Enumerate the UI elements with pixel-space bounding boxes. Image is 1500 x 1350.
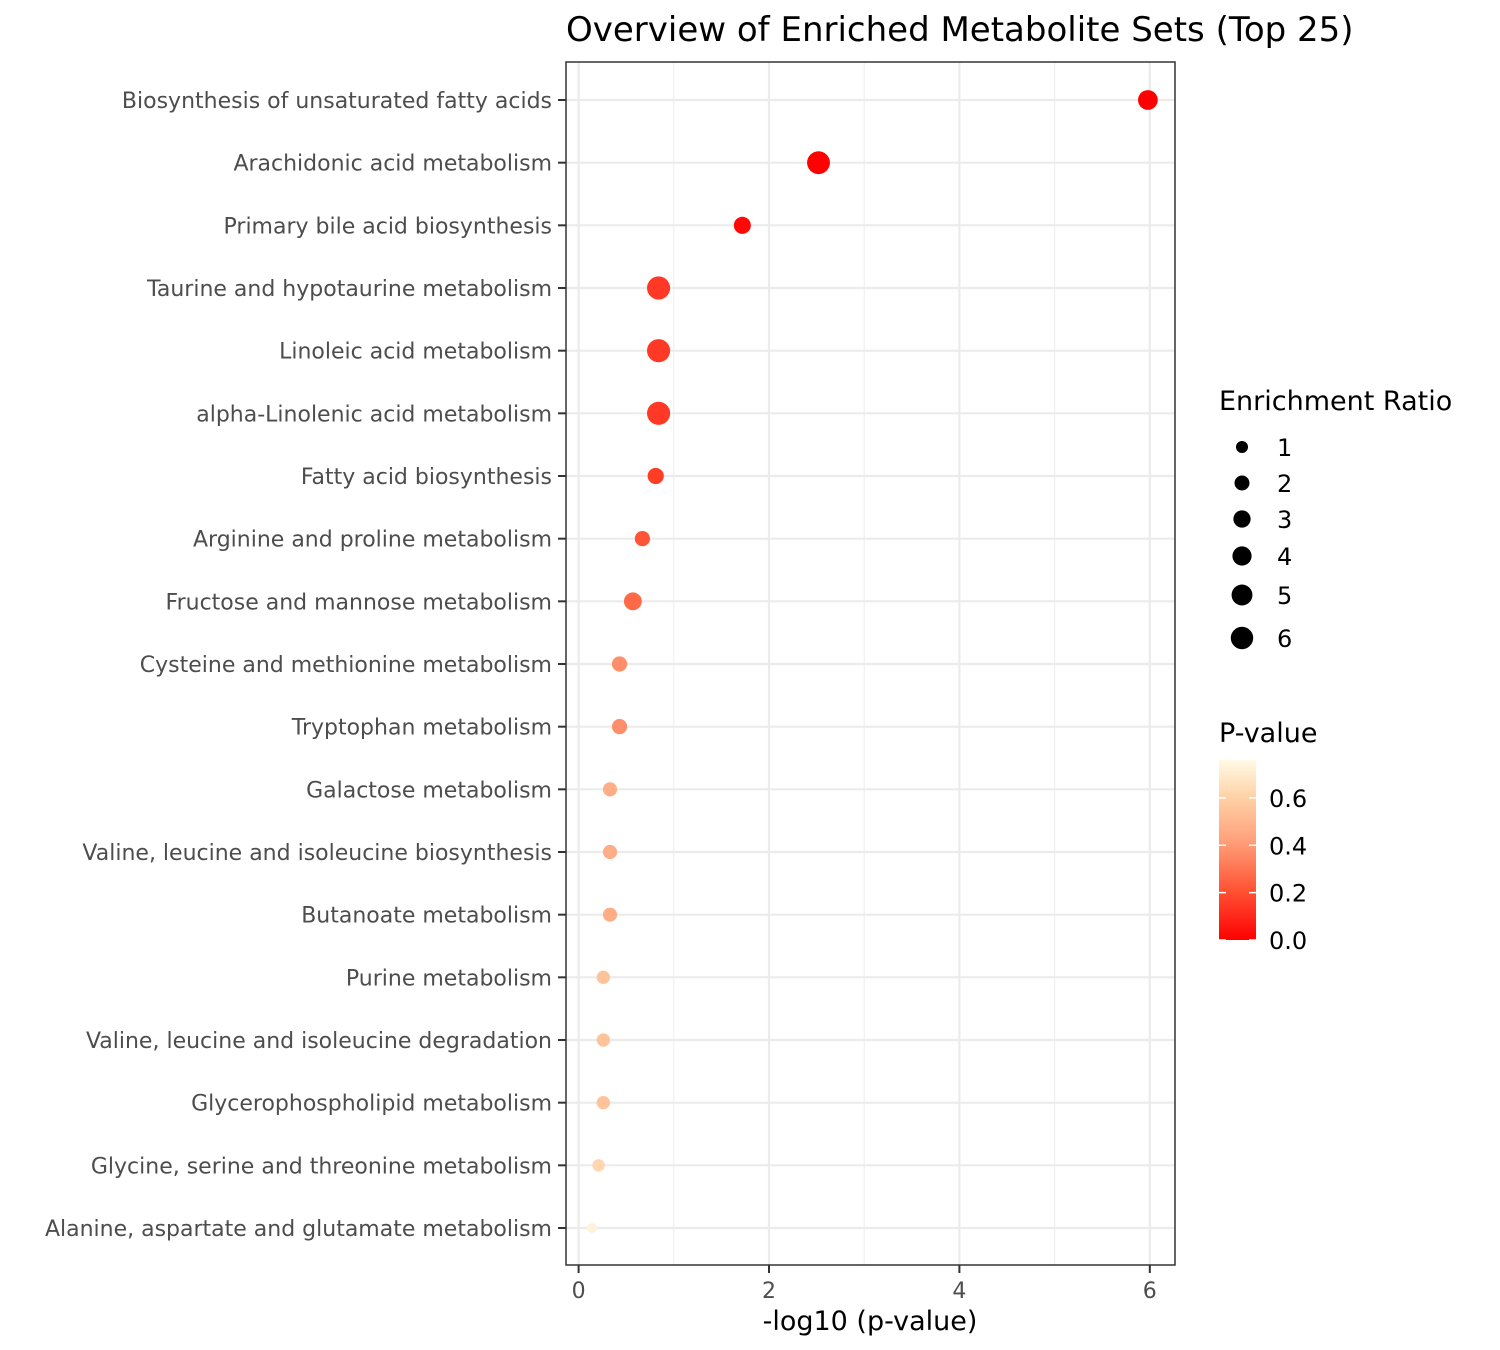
size-legend-label: 2 bbox=[1277, 470, 1292, 498]
size-legend-key bbox=[1236, 441, 1248, 453]
y-tick-label: Cysteine and methionine metabolism bbox=[140, 653, 552, 678]
data-point bbox=[807, 151, 830, 175]
data-point bbox=[611, 656, 628, 672]
chart-title: Overview of Enriched Metabolite Sets (To… bbox=[566, 10, 1354, 50]
x-tick-label: 0 bbox=[572, 1279, 586, 1304]
size-legend: 1 2 3 4 5 6 bbox=[1230, 434, 1292, 653]
color-legend-bar bbox=[1219, 760, 1256, 940]
color-legend-label: 0.0 bbox=[1269, 927, 1307, 955]
color-legend-label: 0.6 bbox=[1269, 785, 1307, 813]
y-tick-label: Fructose and mannose metabolism bbox=[166, 590, 552, 615]
color-legend-label: 0.2 bbox=[1269, 880, 1307, 908]
y-tick-label: Glycine, serine and threonine metabolism bbox=[91, 1154, 552, 1179]
y-tick-label: Galactose metabolism bbox=[306, 778, 552, 803]
color-legend-title: P-value bbox=[1219, 718, 1317, 749]
y-tick-label: Tryptophan metabolism bbox=[291, 716, 552, 741]
size-legend-label: 1 bbox=[1277, 434, 1292, 462]
y-tick-label: Valine, leucine and isoleucine degradati… bbox=[86, 1029, 552, 1054]
panel-border bbox=[565, 61, 1176, 1266]
y-tick-label: Biosynthesis of unsaturated fatty acids bbox=[122, 89, 552, 114]
y-tick-label: Valine, leucine and isoleucine biosynthe… bbox=[82, 841, 552, 866]
data-point bbox=[602, 782, 618, 797]
x-tick-label: 6 bbox=[1143, 1279, 1157, 1304]
size-legend-label: 4 bbox=[1277, 543, 1292, 571]
y-tick-label: alpha-Linolenic acid metabolism bbox=[196, 402, 552, 427]
y-tick-label: Butanoate metabolism bbox=[301, 904, 552, 929]
color-legend: 0.6 0.4 0.2 0.0 bbox=[1219, 785, 1307, 955]
y-tick-label: Arginine and proline metabolism bbox=[193, 528, 552, 553]
color-legend-label: 0.4 bbox=[1269, 832, 1307, 860]
size-legend-key bbox=[1234, 475, 1250, 491]
y-tick-label: Alanine, aspartate and glutamate metabol… bbox=[45, 1217, 552, 1242]
plot-panel: 0 2 4 6 Biosynthesis of unsaturated fatty ac… bbox=[45, 61, 1176, 1304]
data-point bbox=[602, 907, 618, 922]
size-legend-label: 3 bbox=[1277, 506, 1292, 534]
y-tick-label: Linoleic acid metabolism bbox=[279, 340, 552, 365]
data-point bbox=[646, 401, 671, 425]
y-tick-label: Arachidonic acid metabolism bbox=[233, 152, 552, 177]
data-point bbox=[592, 1159, 605, 1172]
data-point bbox=[623, 592, 642, 611]
data-point bbox=[634, 531, 651, 547]
x-tick-label: 4 bbox=[952, 1279, 966, 1304]
data-point bbox=[586, 1223, 597, 1233]
size-legend-label: 5 bbox=[1277, 582, 1292, 610]
size-legend-label: 6 bbox=[1277, 625, 1292, 653]
data-point bbox=[596, 1033, 611, 1047]
x-tick-label: 2 bbox=[762, 1279, 776, 1304]
y-tick-label: Purine metabolism bbox=[346, 966, 552, 991]
y-tick-label: Fatty acid biosynthesis bbox=[301, 465, 552, 490]
size-legend-key bbox=[1232, 546, 1252, 566]
data-point bbox=[596, 970, 611, 984]
data-point bbox=[733, 216, 751, 234]
size-legend-key bbox=[1233, 510, 1251, 528]
y-tick-label: Taurine and hypotaurine metabolism bbox=[146, 277, 552, 302]
size-legend-key bbox=[1230, 626, 1254, 650]
y-tick-label: Glycerophospholipid metabolism bbox=[191, 1092, 552, 1117]
y-tick-label: Primary bile acid biosynthesis bbox=[224, 214, 552, 239]
data-point bbox=[646, 339, 671, 363]
size-legend-key bbox=[1231, 584, 1253, 606]
data-point bbox=[596, 1096, 611, 1110]
data-point bbox=[1138, 90, 1158, 110]
data-point bbox=[646, 276, 671, 300]
data-point bbox=[611, 719, 628, 735]
data-point bbox=[647, 467, 664, 485]
data-point bbox=[602, 844, 618, 860]
x-axis-title: -log10 (p-value) bbox=[763, 1306, 978, 1337]
size-legend-title: Enrichment Ratio bbox=[1219, 386, 1452, 417]
